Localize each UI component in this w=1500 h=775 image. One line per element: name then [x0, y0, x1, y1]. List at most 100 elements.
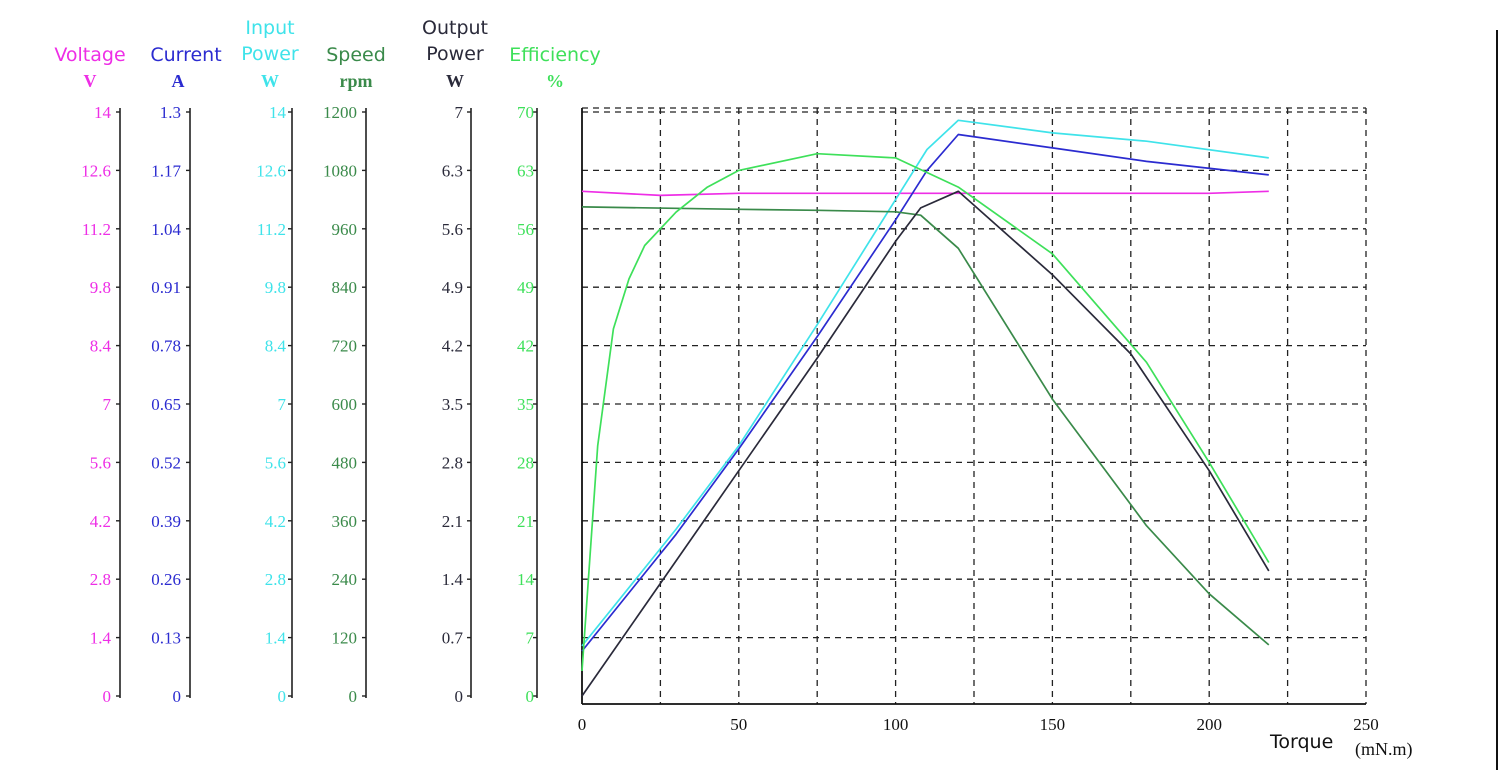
y-tick-label: 0.52 [151, 453, 181, 472]
y-axis-title-efficiency: Efficiency [509, 44, 601, 66]
grid [582, 107, 1367, 704]
series-line-input_power [581, 119, 1269, 647]
y-tick-label: 1.3 [160, 103, 181, 122]
y-axis-title-output_power: Output [422, 17, 488, 39]
y-tick-label: 5.6 [90, 453, 111, 472]
y-tick-label: 1.04 [151, 220, 181, 239]
x-tick-label: 200 [1196, 715, 1222, 734]
y-tick-label: 4.9 [442, 278, 463, 297]
series-lines [581, 119, 1270, 697]
y-tick-label: 1.17 [151, 161, 181, 180]
y-axes: 01.42.84.25.678.49.811.212.614VoltageV00… [54, 17, 600, 706]
y-tick-label: 960 [332, 220, 358, 239]
y-tick-label: 0.26 [151, 570, 181, 589]
y-tick-label: 4.2 [442, 337, 463, 356]
series-line-efficiency [581, 152, 1270, 672]
y-tick-label: 42 [517, 337, 534, 356]
y-tick-label: 63 [517, 161, 534, 180]
y-tick-label: 0.65 [151, 395, 181, 414]
y-tick-label: 1.4 [90, 629, 112, 648]
y-tick-label: 2.8 [265, 570, 286, 589]
y-tick-label: 4.2 [90, 512, 111, 531]
y-tick-label: 35 [517, 395, 534, 414]
y-tick-label: 0.91 [151, 278, 181, 297]
y-tick-label: 0.78 [151, 337, 181, 356]
x-tick-label: 50 [730, 715, 747, 734]
y-tick-label: 7 [278, 395, 287, 414]
x-axis-unit: (mN.m) [1355, 739, 1413, 760]
x-axis-title: Torque [1269, 731, 1333, 753]
y-tick-label: 2.8 [90, 570, 111, 589]
y-tick-label: 1.4 [442, 570, 464, 589]
y-tick-label: 70 [517, 103, 534, 122]
x-tick-label: 100 [883, 715, 909, 734]
y-tick-label: 0 [278, 687, 287, 706]
series-line-current [581, 133, 1269, 652]
y-tick-label: 600 [332, 395, 358, 414]
plot-frame [581, 30, 1498, 770]
y-tick-label: 14 [269, 103, 287, 122]
y-axis-unit-voltage: V [84, 71, 97, 91]
y-axis-unit-input_power: W [261, 71, 279, 91]
y-tick-label: 5.6 [442, 220, 463, 239]
x-tick-label: 0 [578, 715, 587, 734]
y-tick-label: 840 [332, 278, 358, 297]
y-tick-label: 0.13 [151, 629, 181, 648]
x-tick-label: 150 [1040, 715, 1066, 734]
y-tick-label: 56 [517, 220, 534, 239]
x-axis: 0 50 100 150 200 250 Torque (mN.m) [578, 715, 1413, 760]
y-tick-label: 8.4 [265, 337, 287, 356]
y-tick-label: 1.4 [265, 629, 287, 648]
y-tick-label: 0 [349, 687, 358, 706]
y-tick-label: 49 [517, 278, 534, 297]
y-tick-label: 480 [332, 453, 358, 472]
y-tick-label: 3.5 [442, 395, 463, 414]
y-axis-speed: 0 120 240 360 480 600 720 840 960 1080 1200 Speed rp… [323, 44, 386, 706]
y-axis-input_power: 0 1.4 2.8 4.2 5.6 7 8.4 9.8 11.2 12.6 14 Input Power… [241, 17, 299, 706]
y-tick-label: 7 [526, 629, 535, 648]
y-tick-label: 12.6 [81, 161, 111, 180]
y-axis-title-input_power: Input [245, 17, 294, 39]
series-line-output_power [581, 190, 1270, 697]
y-tick-label: 0 [173, 687, 182, 706]
y-tick-label: 28 [517, 453, 534, 472]
y-tick-label: 2.1 [442, 512, 463, 531]
y-tick-label: 9.8 [265, 278, 286, 297]
y-axis-unit-speed: rpm [340, 71, 373, 91]
y-tick-label: 0 [455, 687, 464, 706]
y-axis-efficiency: 0 7 14 21 28 35 42 49 56 63 70 Efficiency% [509, 44, 601, 706]
y-axis-title-input_power: Power [241, 43, 299, 65]
y-tick-label: 11.2 [257, 220, 286, 239]
series-line-speed [581, 206, 1270, 646]
y-tick-label: 11.2 [82, 220, 111, 239]
y-tick-label: 240 [332, 570, 358, 589]
y-tick-label: 0 [103, 687, 112, 706]
series-line-voltage [581, 190, 1269, 197]
y-axis-voltage: 0 1.4 2.8 4.2 5.6 7 8.4 9.8 11.2 12.6 14 Voltage V [54, 44, 125, 706]
y-tick-label: 6.3 [442, 161, 463, 180]
x-tick-label: 250 [1353, 715, 1379, 734]
y-axis-output_power: 0 0.7 1.4 2.1 2.8 3.5 4.2 4.9 5.6 6.3 7 Output Power… [422, 17, 488, 706]
y-tick-label: 120 [332, 629, 358, 648]
y-tick-label: 0.39 [151, 512, 181, 531]
y-tick-label: 5.6 [265, 453, 286, 472]
y-tick-label: 14 [94, 103, 112, 122]
y-axis-title-speed: Speed [326, 44, 386, 66]
y-axis-title-current: Current [150, 44, 221, 66]
y-tick-label: 8.4 [90, 337, 112, 356]
y-tick-label: 4.2 [265, 512, 286, 531]
y-tick-label: 14 [517, 570, 535, 589]
y-tick-label: 7 [455, 103, 464, 122]
y-tick-label: 2.8 [442, 453, 463, 472]
y-axis-unit-efficiency: % [546, 71, 564, 91]
y-tick-label: 7 [103, 395, 112, 414]
y-axis-title-output_power: Power [426, 43, 484, 65]
y-tick-label: 0.7 [442, 629, 464, 648]
y-tick-label: 720 [332, 337, 358, 356]
y-axis-unit-current: A [172, 71, 185, 91]
y-tick-label: 21 [517, 512, 534, 531]
y-axis-title-voltage: Voltage [54, 44, 125, 66]
y-tick-label: 9.8 [90, 278, 111, 297]
y-axis-unit-output_power: W [446, 71, 464, 91]
